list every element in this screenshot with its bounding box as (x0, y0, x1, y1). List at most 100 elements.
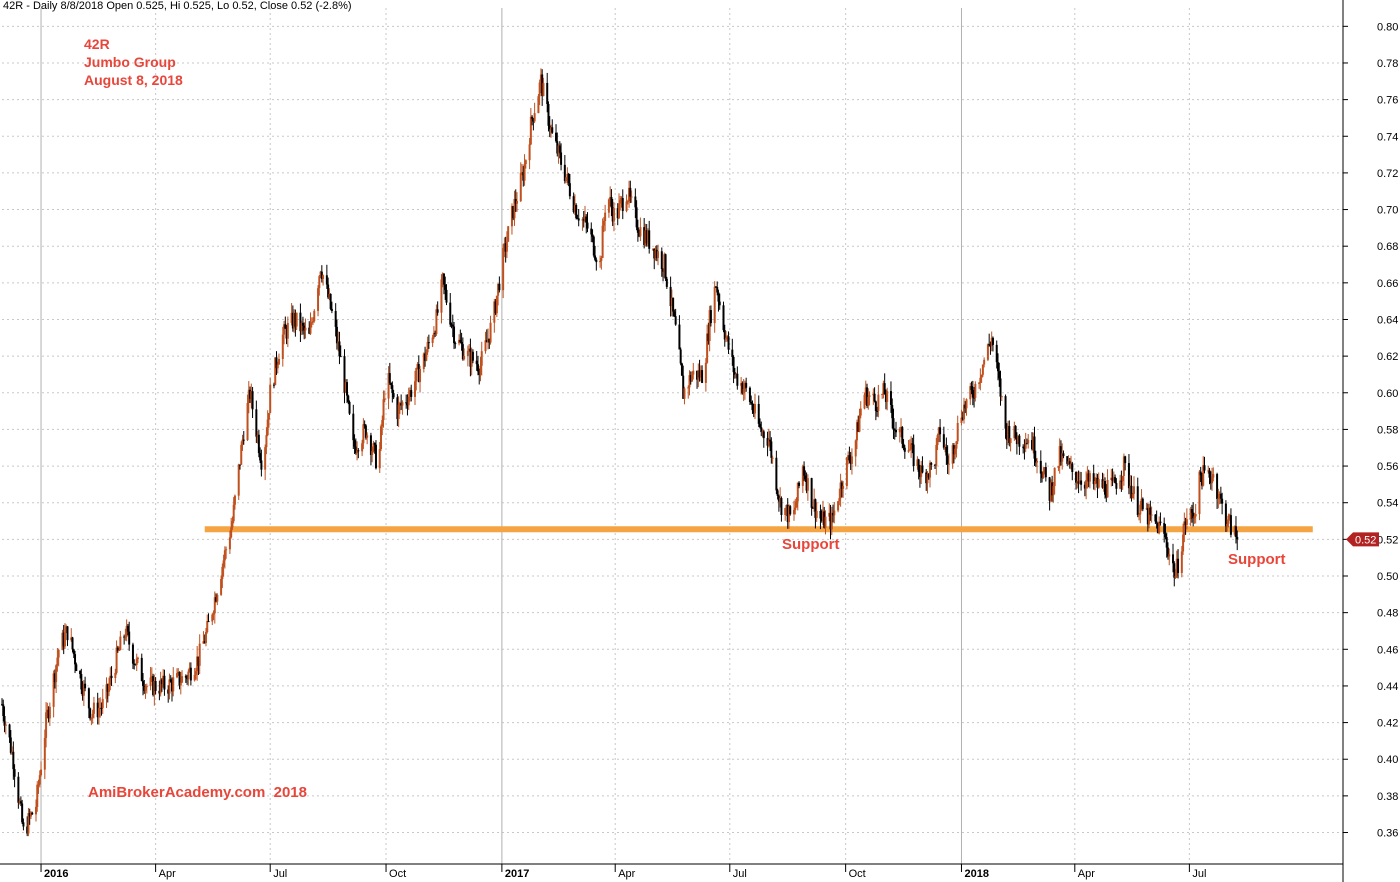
last-price-badge-shape (1346, 532, 1379, 547)
candle (338, 331, 341, 365)
candle-body (177, 671, 180, 674)
candle (969, 382, 972, 405)
candle (793, 500, 796, 521)
y-tick-label: 0.62 (1377, 351, 1398, 363)
candle-body (167, 689, 170, 694)
candle-body (585, 216, 588, 223)
candle-body (837, 501, 840, 511)
candle (181, 670, 184, 684)
candle-body (168, 679, 171, 694)
candle-body (674, 316, 677, 325)
candle (255, 400, 258, 443)
candle-body (892, 418, 895, 430)
candle (531, 115, 534, 126)
candle-body (912, 444, 915, 466)
candle (1217, 488, 1220, 509)
candle (75, 662, 78, 672)
candle (521, 163, 524, 176)
candle (1182, 523, 1185, 555)
candle (109, 667, 112, 691)
candle (577, 208, 580, 227)
candle-body (989, 345, 992, 347)
candle (170, 677, 173, 702)
candle-body (1212, 474, 1215, 478)
candle-body (454, 343, 457, 345)
candle-body (57, 649, 60, 658)
candle-body (847, 455, 850, 458)
candle (220, 575, 223, 596)
candle-body (1190, 509, 1193, 513)
candle-body (607, 199, 610, 213)
candle-body (1182, 534, 1185, 552)
candle-body (555, 132, 558, 142)
candle (186, 674, 189, 685)
candle-body (556, 141, 559, 154)
candle-body (1097, 479, 1100, 488)
candle (40, 761, 43, 777)
candle-body (1, 704, 3, 706)
y-tick-label: 0.38 (1377, 791, 1398, 803)
y-tick-label: 0.56 (1377, 461, 1398, 473)
candle-body (312, 321, 315, 323)
candle (373, 442, 376, 454)
candle (542, 77, 545, 97)
candle (1058, 438, 1061, 474)
candle (1219, 486, 1222, 504)
candle-body (1036, 460, 1039, 463)
candle (1110, 468, 1113, 487)
candle (1114, 474, 1117, 484)
candle (211, 613, 214, 626)
candle-body (548, 125, 551, 130)
candle-body (910, 443, 913, 450)
candle-body (709, 310, 712, 324)
candle (52, 670, 55, 718)
candle-body (873, 393, 876, 402)
candle-body (863, 394, 866, 409)
candle (105, 677, 108, 708)
candle (1183, 512, 1186, 543)
candle (158, 680, 161, 701)
candle (621, 189, 624, 220)
candle-body (317, 288, 320, 311)
candle-body (303, 325, 306, 331)
candle-body (1051, 482, 1054, 496)
candle (1124, 455, 1127, 471)
candle (594, 245, 597, 262)
candle (38, 770, 41, 788)
candle-body (189, 667, 192, 681)
candle (1155, 510, 1158, 529)
candle-body (777, 495, 780, 502)
candle-body (1101, 479, 1104, 488)
candle (917, 458, 920, 480)
candle-body (162, 675, 165, 685)
candle (419, 365, 422, 393)
candle-body (150, 676, 153, 678)
candle (610, 189, 613, 217)
candle-body (1114, 477, 1117, 483)
candle (114, 668, 117, 684)
candle (955, 441, 958, 458)
candle-body (158, 690, 161, 694)
candle-body (833, 510, 836, 516)
candle (293, 309, 296, 333)
candle-body (390, 382, 393, 386)
candle-body (247, 389, 250, 404)
candle (249, 386, 252, 403)
candle-body (116, 647, 119, 651)
candle (515, 192, 518, 212)
candle-body (29, 812, 32, 817)
candle-body (366, 435, 369, 438)
candle-body (602, 220, 605, 226)
candle-body (1052, 486, 1055, 496)
candle-body (249, 389, 252, 399)
candle-body (1183, 521, 1186, 535)
candle (485, 329, 488, 343)
candle (1208, 467, 1211, 485)
y-axis: 0.36 0.38 0.40 0.42 0.44 0.46 0.48 0.50 0.52 0.54… (1342, 0, 1398, 882)
candle (638, 229, 641, 238)
candle-body (1102, 481, 1105, 488)
candle (28, 808, 31, 825)
candle-body (1027, 440, 1030, 444)
candle (753, 393, 756, 420)
candle (962, 397, 965, 424)
